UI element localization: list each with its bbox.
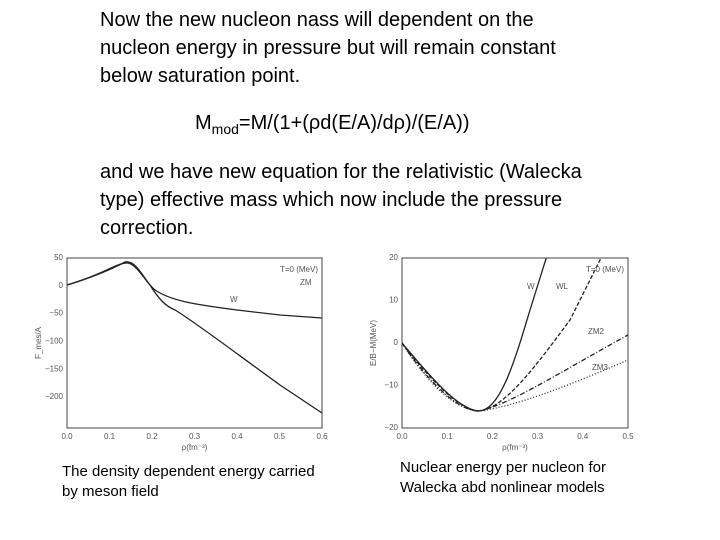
x-tick-label: 0.4 [231, 432, 243, 441]
x-tick-label: 0.1 [442, 432, 454, 441]
formula-subscript: mod [211, 121, 239, 137]
y-tick-label: −20 [384, 423, 398, 432]
curve [66, 262, 323, 319]
y-tick-label: 20 [389, 253, 398, 262]
curve-label: ZM3 [592, 363, 609, 372]
paragraph: Now the new nucleon nass will dependent … [100, 9, 556, 87]
curve-label: W [527, 282, 535, 291]
y-tick-label: −10 [384, 381, 398, 390]
x-tick-label: 0.4 [577, 432, 589, 441]
x-tick-label: 0.1 [104, 432, 116, 441]
x-tick-label: 0.5 [274, 432, 286, 441]
x-tick-label: 0.0 [61, 432, 73, 441]
x-axis-label: ρ(fm⁻³) [502, 443, 528, 452]
legend-note: T=0 (MeV) [280, 265, 318, 274]
y-tick-label: −150 [45, 364, 64, 373]
x-tick-label: 0.3 [189, 432, 201, 441]
formula: Mmod=M/(1+(ρd(E/A)/dρ)/(E/A)) [195, 112, 469, 137]
formula-body: =M/(1+(ρd(E/A)/dρ)/(E/A)) [238, 112, 470, 134]
y-tick-label: 50 [54, 253, 63, 262]
x-axis-label: ρ(fm⁻³) [182, 443, 208, 452]
x-tick-label: 0.5 [622, 432, 634, 441]
caption: Nuclear energy per nucleon for Walecka a… [400, 459, 606, 496]
x-tick-label: 0.0 [396, 432, 408, 441]
paragraph: and we have new equation for the relativ… [100, 161, 582, 239]
plot-frame [401, 257, 629, 429]
x-tick-label: 0.2 [146, 432, 158, 441]
curve [402, 334, 628, 412]
y-tick-label: −200 [45, 392, 64, 401]
curve-label: ZM [300, 278, 312, 287]
curve [402, 258, 547, 412]
legend-note: T=0 (MeV) [586, 265, 624, 274]
curve-label: W [230, 295, 238, 304]
curve-label: ZM2 [588, 327, 605, 336]
y-tick-label: 0 [59, 281, 64, 290]
y-axis-label: F_mes/A [34, 326, 43, 359]
y-tick-label: 0 [394, 338, 399, 347]
y-axis-label: E/B−M(MeV) [369, 320, 378, 366]
caption: The density dependent energy carried by … [62, 463, 315, 500]
y-tick-label: −100 [45, 337, 64, 346]
x-tick-label: 0.6 [316, 432, 328, 441]
y-tick-label: 10 [389, 296, 398, 305]
x-tick-label: 0.3 [532, 432, 544, 441]
x-tick-label: 0.2 [487, 432, 499, 441]
plot-frame [66, 257, 323, 429]
y-tick-label: −50 [49, 309, 63, 318]
curve [66, 261, 323, 414]
formula-symbol: M [195, 112, 212, 134]
curve-label: WL [556, 282, 569, 291]
